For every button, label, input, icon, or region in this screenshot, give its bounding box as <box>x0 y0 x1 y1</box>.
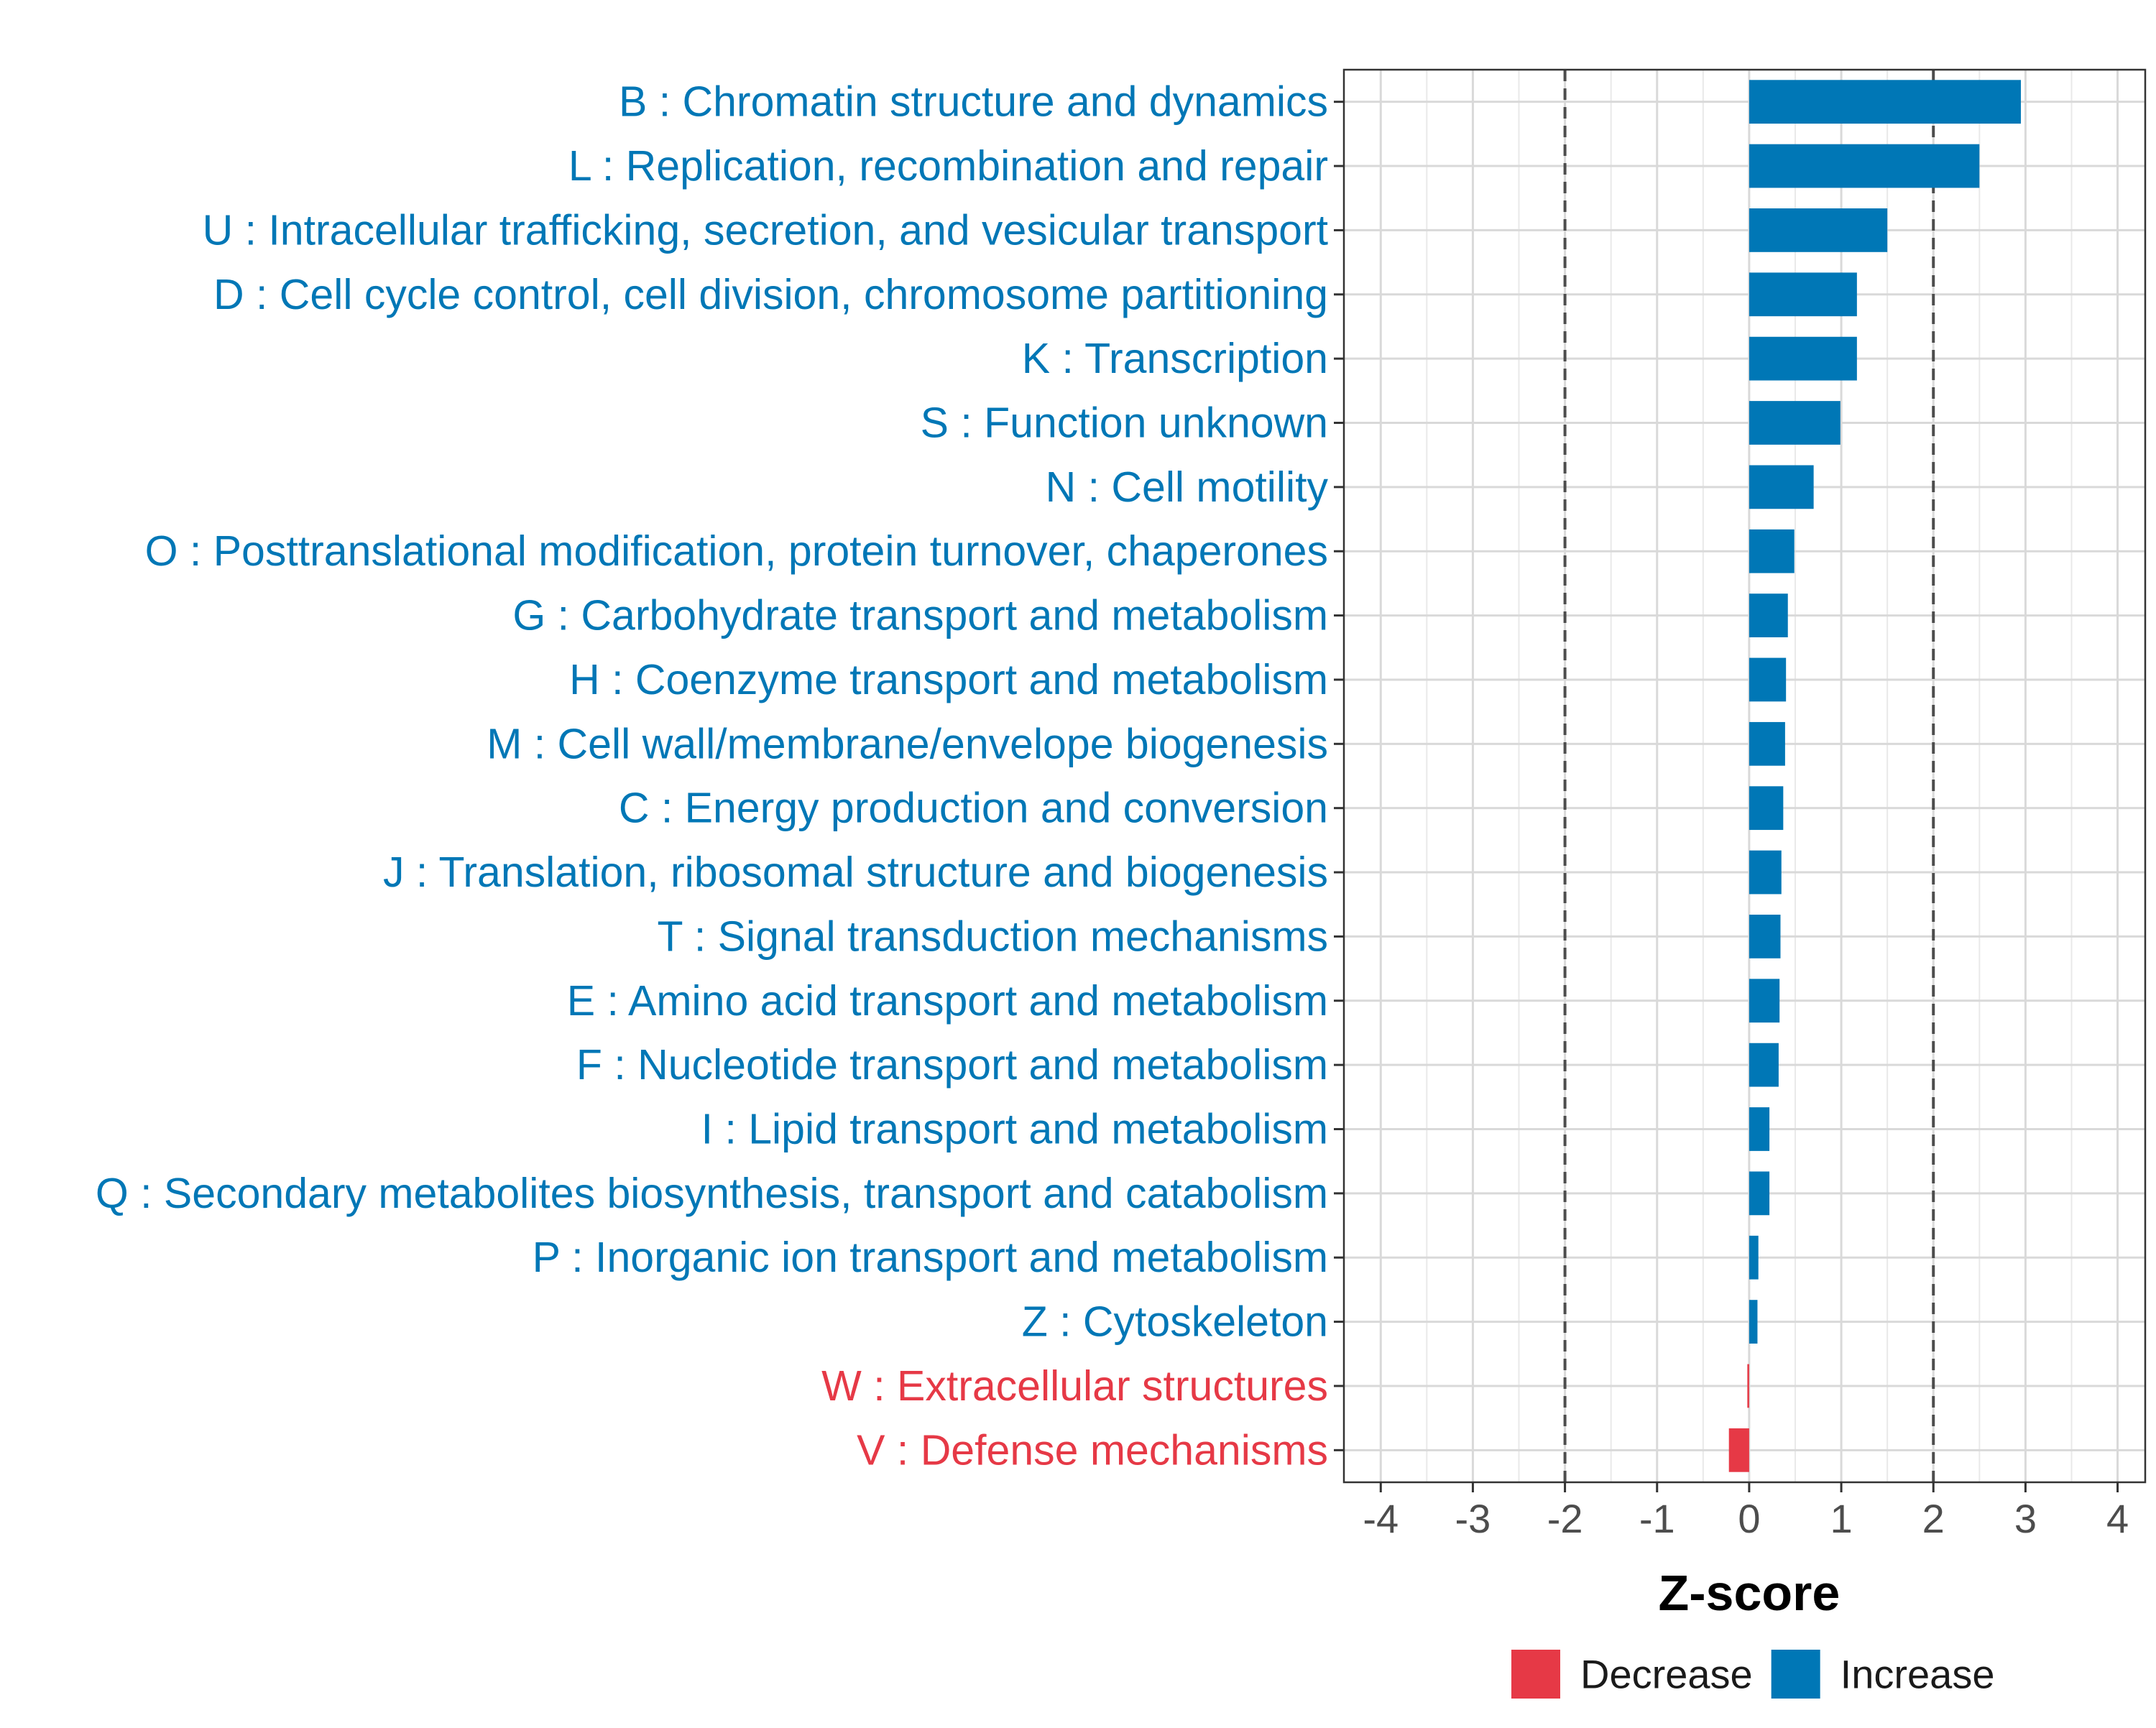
x-tick-label: -2 <box>1547 1496 1583 1541</box>
category-label: W : Extracellular structures <box>821 1362 1328 1410</box>
category-label: L : Replication, recombination and repai… <box>568 142 1328 190</box>
category-label: C : Energy production and conversion <box>619 785 1328 832</box>
bar <box>1749 465 1814 509</box>
bar <box>1749 272 1857 317</box>
reference-lines <box>1563 70 1935 1482</box>
x-tick-label: -3 <box>1455 1496 1491 1541</box>
category-label: H : Coenzyme transport and metabolism <box>569 656 1328 703</box>
x-tick-label: 1 <box>1830 1496 1852 1541</box>
bar <box>1749 401 1841 445</box>
category-label: P : Inorganic ion transport and metaboli… <box>533 1234 1328 1281</box>
bars <box>1728 80 2021 1472</box>
bar <box>1749 336 1857 381</box>
bar <box>1749 593 1788 637</box>
legend-swatch-increase <box>1771 1650 1820 1699</box>
x-tick-label: 3 <box>2014 1496 2037 1541</box>
category-label: D : Cell cycle control, cell division, c… <box>213 271 1328 318</box>
bar <box>1749 721 1785 766</box>
category-label: N : Cell motility <box>1046 463 1329 511</box>
bar <box>1749 1171 1770 1216</box>
category-label: Z : Cytoskeleton <box>1022 1298 1328 1346</box>
bar <box>1747 1364 1749 1408</box>
bar <box>1749 979 1780 1023</box>
legend: Decrease Increase <box>1511 1650 1994 1699</box>
category-label: Q : Secondary metabolites biosynthesis, … <box>96 1170 1328 1217</box>
legend-swatch-decrease <box>1511 1650 1560 1699</box>
bar <box>1749 1043 1779 1087</box>
category-label: B : Chromatin structure and dynamics <box>619 78 1328 126</box>
category-label: F : Nucleotide transport and metabolism <box>576 1041 1328 1089</box>
bar <box>1749 657 1787 702</box>
category-label: T : Signal transduction mechanisms <box>657 912 1328 960</box>
bar <box>1749 1107 1770 1151</box>
bar <box>1749 208 1888 252</box>
y-ticks <box>1334 101 1344 1451</box>
bar <box>1749 144 1980 188</box>
x-tick-label: 4 <box>2106 1496 2129 1541</box>
category-label: U : Intracellular trafficking, secretion… <box>203 206 1328 254</box>
category-label: S : Function unknown <box>921 399 1328 447</box>
bar <box>1749 786 1784 831</box>
x-tick-label: -4 <box>1363 1496 1399 1541</box>
bar <box>1749 80 2021 124</box>
category-label: G : Carbohydrate transport and metabolis… <box>512 592 1328 639</box>
category-label: J : Translation, ribosomal structure and… <box>383 849 1328 896</box>
x-tick-label: -1 <box>1639 1496 1675 1541</box>
bar <box>1749 1235 1759 1280</box>
bar <box>1728 1428 1749 1472</box>
category-labels: B : Chromatin structure and dynamics L : … <box>96 78 1329 1474</box>
bar <box>1749 915 1781 958</box>
x-tick-label: 0 <box>1738 1496 1760 1541</box>
x-tick-label: 2 <box>1922 1496 1945 1541</box>
category-label: E : Amino acid transport and metabolism <box>567 977 1328 1025</box>
x-ticks: -4 -3 -2 -1 0 1 2 3 4 <box>1363 1482 2129 1541</box>
panel-border <box>1342 68 2147 1484</box>
bar <box>1749 529 1795 573</box>
category-label: I : Lipid transport and metabolism <box>701 1106 1328 1153</box>
category-label: K : Transcription <box>1022 335 1328 382</box>
x-axis-title: Z-score <box>1658 1565 1840 1621</box>
bar <box>1749 850 1782 895</box>
legend-label-decrease: Decrease <box>1580 1652 1753 1697</box>
legend-label-increase: Increase <box>1841 1652 1995 1697</box>
category-label: O : Posttranslational modification, prot… <box>145 527 1328 575</box>
category-label: V : Defense mechanisms <box>857 1426 1328 1474</box>
bar <box>1749 1300 1758 1344</box>
category-label: M : Cell wall/membrane/envelope biogenes… <box>487 720 1328 767</box>
